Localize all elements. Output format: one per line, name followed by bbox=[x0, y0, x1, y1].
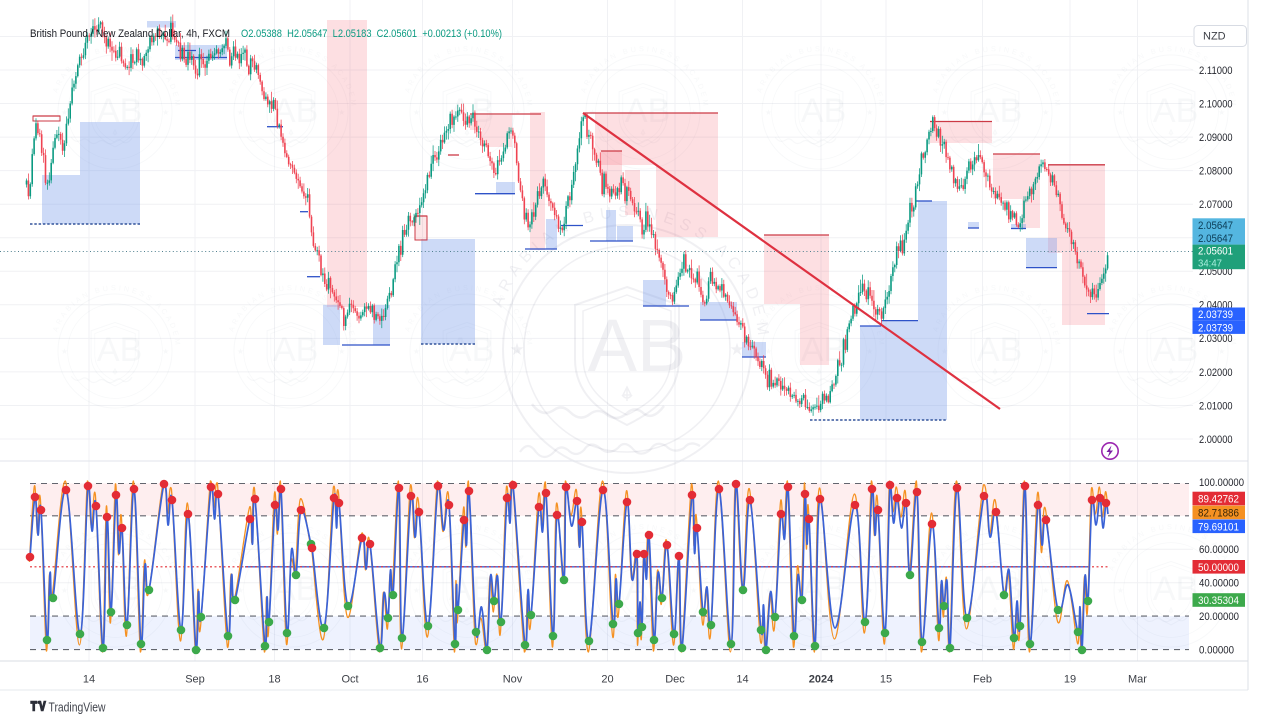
svg-text:TradingView: TradingView bbox=[49, 700, 106, 715]
svg-text:Oct: Oct bbox=[341, 674, 358, 686]
svg-text:Dec: Dec bbox=[665, 674, 685, 686]
svg-text:Sep: Sep bbox=[185, 674, 205, 686]
svg-text:2.00000: 2.00000 bbox=[1199, 434, 1233, 446]
svg-text:18: 18 bbox=[268, 674, 280, 686]
svg-text:2.05601: 2.05601 bbox=[1198, 246, 1233, 258]
svg-text:2.05647: 2.05647 bbox=[1198, 233, 1233, 245]
svg-text:14: 14 bbox=[83, 674, 95, 686]
svg-text:16: 16 bbox=[416, 674, 428, 686]
svg-text:British Pound / New Zealand Do: British Pound / New Zealand Dollar, 4h, … bbox=[30, 28, 230, 40]
svg-text:NZD: NZD bbox=[1203, 31, 1226, 43]
svg-text:2.08000: 2.08000 bbox=[1199, 165, 1233, 177]
svg-text:82.71886: 82.71886 bbox=[1198, 507, 1239, 519]
svg-text:Nov: Nov bbox=[503, 674, 523, 686]
svg-text:34:47: 34:47 bbox=[1198, 259, 1222, 270]
svg-text:Mar: Mar bbox=[1128, 674, 1147, 686]
svg-text:14: 14 bbox=[736, 674, 748, 686]
svg-text:15: 15 bbox=[880, 674, 892, 686]
svg-text:2.03000: 2.03000 bbox=[1199, 333, 1233, 345]
svg-text:Feb: Feb bbox=[973, 674, 992, 686]
svg-text:O2.05388 H2.05647 L2.05183: O2.05388 H2.05647 L2.05183 C2.05601 +0.0… bbox=[241, 28, 502, 40]
svg-text:19: 19 bbox=[1064, 674, 1076, 686]
svg-text:0.00000: 0.00000 bbox=[1199, 644, 1234, 656]
svg-text:79.69101: 79.69101 bbox=[1198, 521, 1239, 533]
svg-text:30.35304: 30.35304 bbox=[1198, 595, 1239, 607]
svg-text:60.00000: 60.00000 bbox=[1199, 544, 1239, 556]
svg-text:2.09000: 2.09000 bbox=[1199, 132, 1233, 144]
svg-text:2.07000: 2.07000 bbox=[1199, 199, 1233, 211]
svg-text:2.05647: 2.05647 bbox=[1198, 220, 1233, 232]
svg-text:2.11000: 2.11000 bbox=[1199, 65, 1233, 77]
svg-text:2.03739: 2.03739 bbox=[1198, 322, 1233, 334]
svg-text:20.00000: 20.00000 bbox=[1199, 611, 1239, 623]
svg-text:2.03739: 2.03739 bbox=[1198, 309, 1233, 321]
svg-text:100.00000: 100.00000 bbox=[1199, 477, 1244, 489]
svg-text:2.10000: 2.10000 bbox=[1199, 98, 1233, 110]
svg-text:2.01000: 2.01000 bbox=[1199, 400, 1233, 412]
svg-text:50.00000: 50.00000 bbox=[1198, 562, 1239, 574]
svg-text:2.02000: 2.02000 bbox=[1199, 367, 1233, 379]
svg-text:20: 20 bbox=[601, 674, 613, 686]
svg-text:40.00000: 40.00000 bbox=[1199, 578, 1239, 590]
svg-text:89.42762: 89.42762 bbox=[1198, 494, 1239, 506]
svg-text:2024: 2024 bbox=[809, 674, 834, 686]
